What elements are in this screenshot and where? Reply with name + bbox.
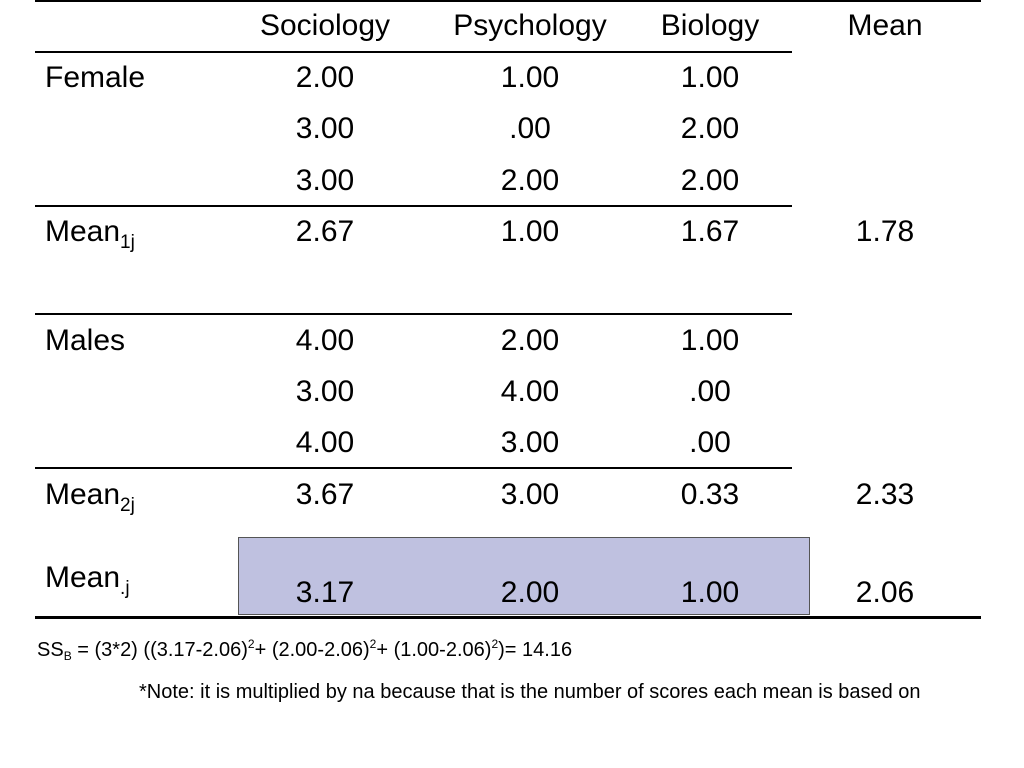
row-label-column-mean: Mean.j <box>45 561 130 606</box>
column-means-highlight <box>238 537 810 615</box>
males-r3-biology: .00 <box>689 426 731 459</box>
males-r1-biology: 1.00 <box>680 324 740 357</box>
males-mean-subscript: 2j <box>120 495 135 516</box>
row-label-female-mean: Mean1j <box>45 215 135 260</box>
grand-mean: 2.06 <box>855 576 915 609</box>
bottom-rule <box>35 616 981 619</box>
formula-square-1: 2 <box>247 637 255 651</box>
header-mean: Mean <box>847 9 923 42</box>
males-overall-mean: 2.33 <box>855 478 915 511</box>
males-r2-sociology: 3.00 <box>295 375 355 408</box>
female-mean-psychology: 1.00 <box>500 215 560 248</box>
males-mean-sociology: 3.67 <box>295 478 355 511</box>
female-r3-biology: 2.00 <box>680 164 740 197</box>
column-mean-sociology: 3.17 <box>295 576 355 609</box>
males-r2-psychology: 4.00 <box>500 375 560 408</box>
row-label-female: Female <box>45 61 146 94</box>
column-mean-biology: 1.00 <box>680 576 740 609</box>
female-r1-biology: 1.00 <box>680 61 740 94</box>
formula-part4: )= 14.16 <box>498 639 573 661</box>
female-r3-psychology: 2.00 <box>500 164 560 197</box>
males-r1-sociology: 4.00 <box>295 324 355 357</box>
males-mean-psychology: 3.00 <box>500 478 560 511</box>
header-sociology: Sociology <box>259 9 391 42</box>
top-rule <box>35 0 981 2</box>
males-top-rule <box>35 313 792 315</box>
column-mean-subscript: .j <box>120 578 130 599</box>
formula-square-3: 2 <box>491 637 499 651</box>
formula-ss: SS <box>37 639 64 661</box>
column-mean-psychology: 2.00 <box>500 576 560 609</box>
row-label-males: Males <box>45 324 126 357</box>
female-r1-sociology: 2.00 <box>295 61 355 94</box>
female-r2-sociology: 3.00 <box>295 112 355 145</box>
formula-square-2: 2 <box>369 637 377 651</box>
males-r3-sociology: 4.00 <box>295 426 355 459</box>
header-psychology: Psychology <box>453 9 607 42</box>
formula-part1: = (3*2) ((3.17-2.06) <box>71 639 248 661</box>
female-r2-biology: 2.00 <box>680 112 740 145</box>
males-mean-rule <box>35 467 792 469</box>
males-mean-biology: 0.33 <box>680 478 740 511</box>
formula-ss-subscript: B <box>63 649 72 663</box>
row-label-males-mean: Mean2j <box>45 478 135 523</box>
formula-part3: + (1.00-2.06) <box>376 639 492 661</box>
female-mean-label: Mean <box>45 215 121 248</box>
ss-between-formula: SSB = (3*2) ((3.17-2.06)2+ (2.00-2.06)2+… <box>37 632 572 668</box>
female-overall-mean: 1.78 <box>855 215 915 248</box>
formula-part2: + (2.00-2.06) <box>254 639 370 661</box>
header-rule <box>35 51 792 53</box>
males-r3-psychology: 3.00 <box>500 426 560 459</box>
males-r2-biology: .00 <box>689 375 731 408</box>
female-r1-psychology: 1.00 <box>500 61 560 94</box>
female-mean-subscript: 1j <box>120 232 135 253</box>
header-biology: Biology <box>660 9 760 42</box>
female-mean-rule <box>35 205 792 207</box>
female-mean-biology: 1.67 <box>680 215 740 248</box>
female-r2-psychology: .00 <box>509 112 551 145</box>
column-mean-label: Mean <box>45 561 121 594</box>
males-mean-label: Mean <box>45 478 121 511</box>
note-text: *Note: it is multiplied by na because th… <box>139 681 921 703</box>
males-r1-psychology: 2.00 <box>500 324 560 357</box>
female-mean-sociology: 2.67 <box>295 215 355 248</box>
female-r3-sociology: 3.00 <box>295 164 355 197</box>
